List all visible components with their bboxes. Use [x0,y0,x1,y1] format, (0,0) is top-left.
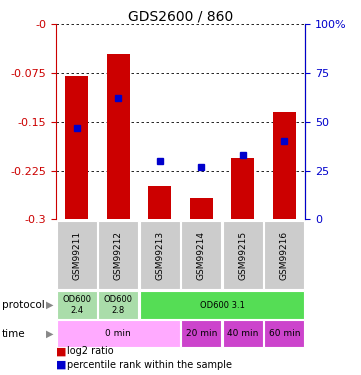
Text: time: time [2,328,25,339]
Bar [57,221,97,289]
Text: OD600 3.1: OD600 3.1 [200,301,244,310]
Text: OD600
2.8: OD600 2.8 [104,296,133,315]
Bar [140,221,180,289]
Text: ■: ■ [56,360,66,369]
Text: GSM99211: GSM99211 [72,230,81,280]
Title: GDS2600 / 860: GDS2600 / 860 [128,9,233,23]
Bar [223,320,263,347]
Text: 60 min: 60 min [269,329,300,338]
Text: GSM99212: GSM99212 [114,231,123,279]
Bar [57,291,97,319]
Text: percentile rank within the sample: percentile rank within the sample [67,360,232,369]
Bar [231,158,254,219]
Text: 0 min: 0 min [105,329,131,338]
Bar [57,320,180,347]
Text: log2 ratio: log2 ratio [67,346,113,356]
Bar [181,320,221,347]
Text: OD600
2.4: OD600 2.4 [62,296,91,315]
Text: GSM99213: GSM99213 [155,230,164,280]
Bar [223,221,263,289]
Bar [190,198,213,219]
Bar [107,54,130,219]
Bar [273,112,296,219]
Bar [140,291,304,319]
Text: GSM99215: GSM99215 [238,230,247,280]
Bar [264,221,304,289]
Bar [98,291,138,319]
Text: ▶: ▶ [46,328,54,339]
Text: 20 min: 20 min [186,329,217,338]
Text: ■: ■ [56,346,66,356]
Bar [181,221,221,289]
Bar [65,76,88,219]
Text: ▶: ▶ [46,300,54,310]
Bar [264,320,304,347]
Text: GSM99214: GSM99214 [197,231,206,279]
Bar [148,186,171,219]
Bar [98,221,138,289]
Text: GSM99216: GSM99216 [280,230,289,280]
Text: protocol: protocol [2,300,44,310]
Text: 40 min: 40 min [227,329,258,338]
